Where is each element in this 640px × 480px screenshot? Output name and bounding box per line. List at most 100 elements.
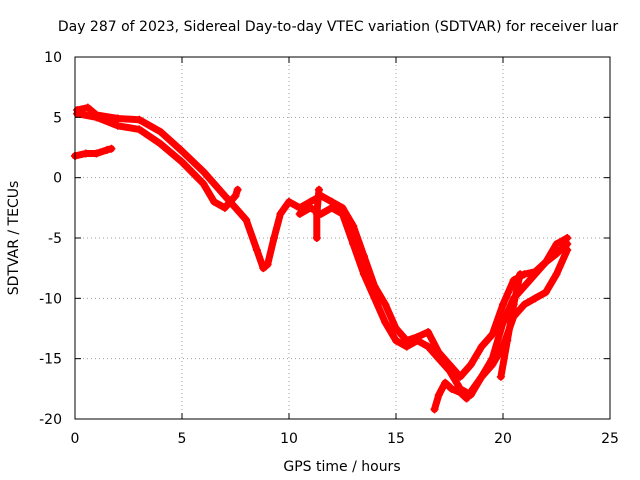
- data-point-track-1: [349, 221, 358, 230]
- data-point-track-4: [306, 203, 315, 212]
- data-point-track-4: [359, 270, 368, 279]
- data-point-track-1: [359, 252, 368, 261]
- grid-lines: [75, 57, 610, 419]
- x-tick-label: 10: [280, 431, 298, 447]
- series-line-track-6: [497, 270, 524, 381]
- data-point-track-1: [424, 328, 433, 337]
- data-point-track-1: [499, 300, 507, 309]
- data-point-track-4: [434, 354, 443, 363]
- data-point-track-6: [509, 300, 518, 309]
- y-tick-label: 5: [53, 110, 62, 126]
- data-point-track-1: [220, 191, 229, 200]
- data-point-track-4: [327, 203, 336, 212]
- data-point-track-1: [263, 260, 272, 269]
- data-point-track-2: [103, 145, 112, 154]
- data-point-track-1: [477, 342, 486, 351]
- series-line-track-1: [73, 104, 571, 381]
- data-point-track-4: [520, 300, 529, 309]
- data-series: [71, 103, 572, 414]
- x-tick-label: 15: [387, 431, 405, 447]
- data-point-track-5: [520, 282, 529, 291]
- data-point-track-1: [466, 360, 475, 369]
- data-point-track-5: [462, 394, 471, 403]
- data-point-track-4: [295, 209, 304, 218]
- data-point-track-5: [441, 378, 450, 387]
- data-point-track-1: [456, 372, 465, 381]
- data-point-track-5: [552, 240, 561, 249]
- data-point-track-5: [499, 318, 507, 327]
- data-point-track-4: [531, 294, 540, 303]
- data-point-track-3: [231, 191, 240, 200]
- data-point-track-1: [156, 127, 165, 136]
- data-point-track-1: [113, 114, 122, 123]
- data-point-track-1: [392, 324, 400, 333]
- data-point-track-3: [220, 203, 229, 212]
- data-point-track-5: [447, 384, 456, 393]
- series-line-track-4: [296, 204, 571, 399]
- data-point-track-3: [178, 157, 186, 166]
- x-tick-labels: 0 5 10 15 20 25: [71, 431, 619, 447]
- x-tick-label: 5: [178, 431, 187, 447]
- data-point-track-1: [270, 234, 279, 242]
- y-tick-label: -5: [48, 231, 62, 247]
- series-line-track-5: [431, 234, 571, 413]
- data-point-track-4: [541, 288, 550, 297]
- x-tick-label: 0: [71, 431, 80, 447]
- data-point-track-1: [488, 330, 497, 339]
- data-point-track-1: [242, 215, 251, 224]
- data-point-track-4: [370, 294, 379, 303]
- data-point-track-1: [381, 300, 390, 309]
- data-point-track-1: [231, 203, 240, 212]
- data-point-track-5: [477, 372, 486, 381]
- data-point-track-1: [83, 103, 92, 112]
- chart-title: Day 287 of 2023, Sidereal Day-to-day VTE…: [58, 19, 619, 35]
- data-point-track-5: [434, 390, 443, 399]
- y-tick-labels: -20 -15 -10 -5 0 5 10: [39, 50, 62, 428]
- y-tick-label: 10: [44, 50, 62, 66]
- data-point-track-4: [349, 240, 358, 249]
- data-point-track-7: [314, 185, 323, 194]
- data-point-track-4: [563, 246, 572, 255]
- data-point-track-4: [392, 336, 400, 345]
- data-point-track-1: [259, 264, 268, 273]
- data-point-track-2: [92, 149, 101, 158]
- data-point-track-3: [73, 109, 82, 118]
- data-point-track-6: [496, 372, 505, 381]
- data-point-track-5: [563, 234, 572, 242]
- data-point-track-2: [81, 149, 90, 158]
- data-point-track-1: [178, 147, 186, 156]
- y-tick-label: 0: [53, 171, 62, 187]
- data-point-track-4: [338, 209, 347, 218]
- data-point-track-4: [424, 342, 433, 351]
- y-tick-label: -15: [39, 352, 62, 368]
- data-point-track-1: [199, 167, 208, 176]
- data-point-track-7: [312, 234, 321, 242]
- data-point-track-3: [210, 197, 219, 206]
- y-tick-label: -10: [39, 291, 62, 307]
- y-axis-label: SDTVAR / TECUs: [6, 181, 22, 296]
- data-point-track-5: [469, 384, 478, 393]
- data-point-track-3: [135, 125, 144, 134]
- data-point-track-3: [233, 185, 242, 194]
- data-point-track-7: [312, 209, 321, 218]
- data-point-track-1: [276, 209, 285, 218]
- data-point-track-5: [531, 270, 540, 279]
- data-point-track-3: [156, 139, 165, 148]
- data-point-track-1: [135, 115, 144, 124]
- data-point-track-3: [113, 121, 122, 130]
- x-tick-label: 20: [494, 431, 512, 447]
- data-point-track-6: [516, 270, 525, 279]
- data-point-track-4: [445, 366, 454, 375]
- data-point-track-1: [285, 197, 293, 206]
- data-point-track-4: [402, 342, 411, 351]
- data-point-track-3: [92, 113, 101, 122]
- axis-ticks: [74, 56, 611, 420]
- data-point-track-2: [107, 144, 116, 153]
- data-point-track-4: [413, 336, 422, 345]
- y-tick-label: -20: [39, 412, 62, 428]
- data-point-track-6: [503, 336, 512, 345]
- x-tick-label: 25: [601, 431, 619, 447]
- data-point-track-1: [252, 246, 261, 255]
- data-point-track-4: [381, 318, 390, 327]
